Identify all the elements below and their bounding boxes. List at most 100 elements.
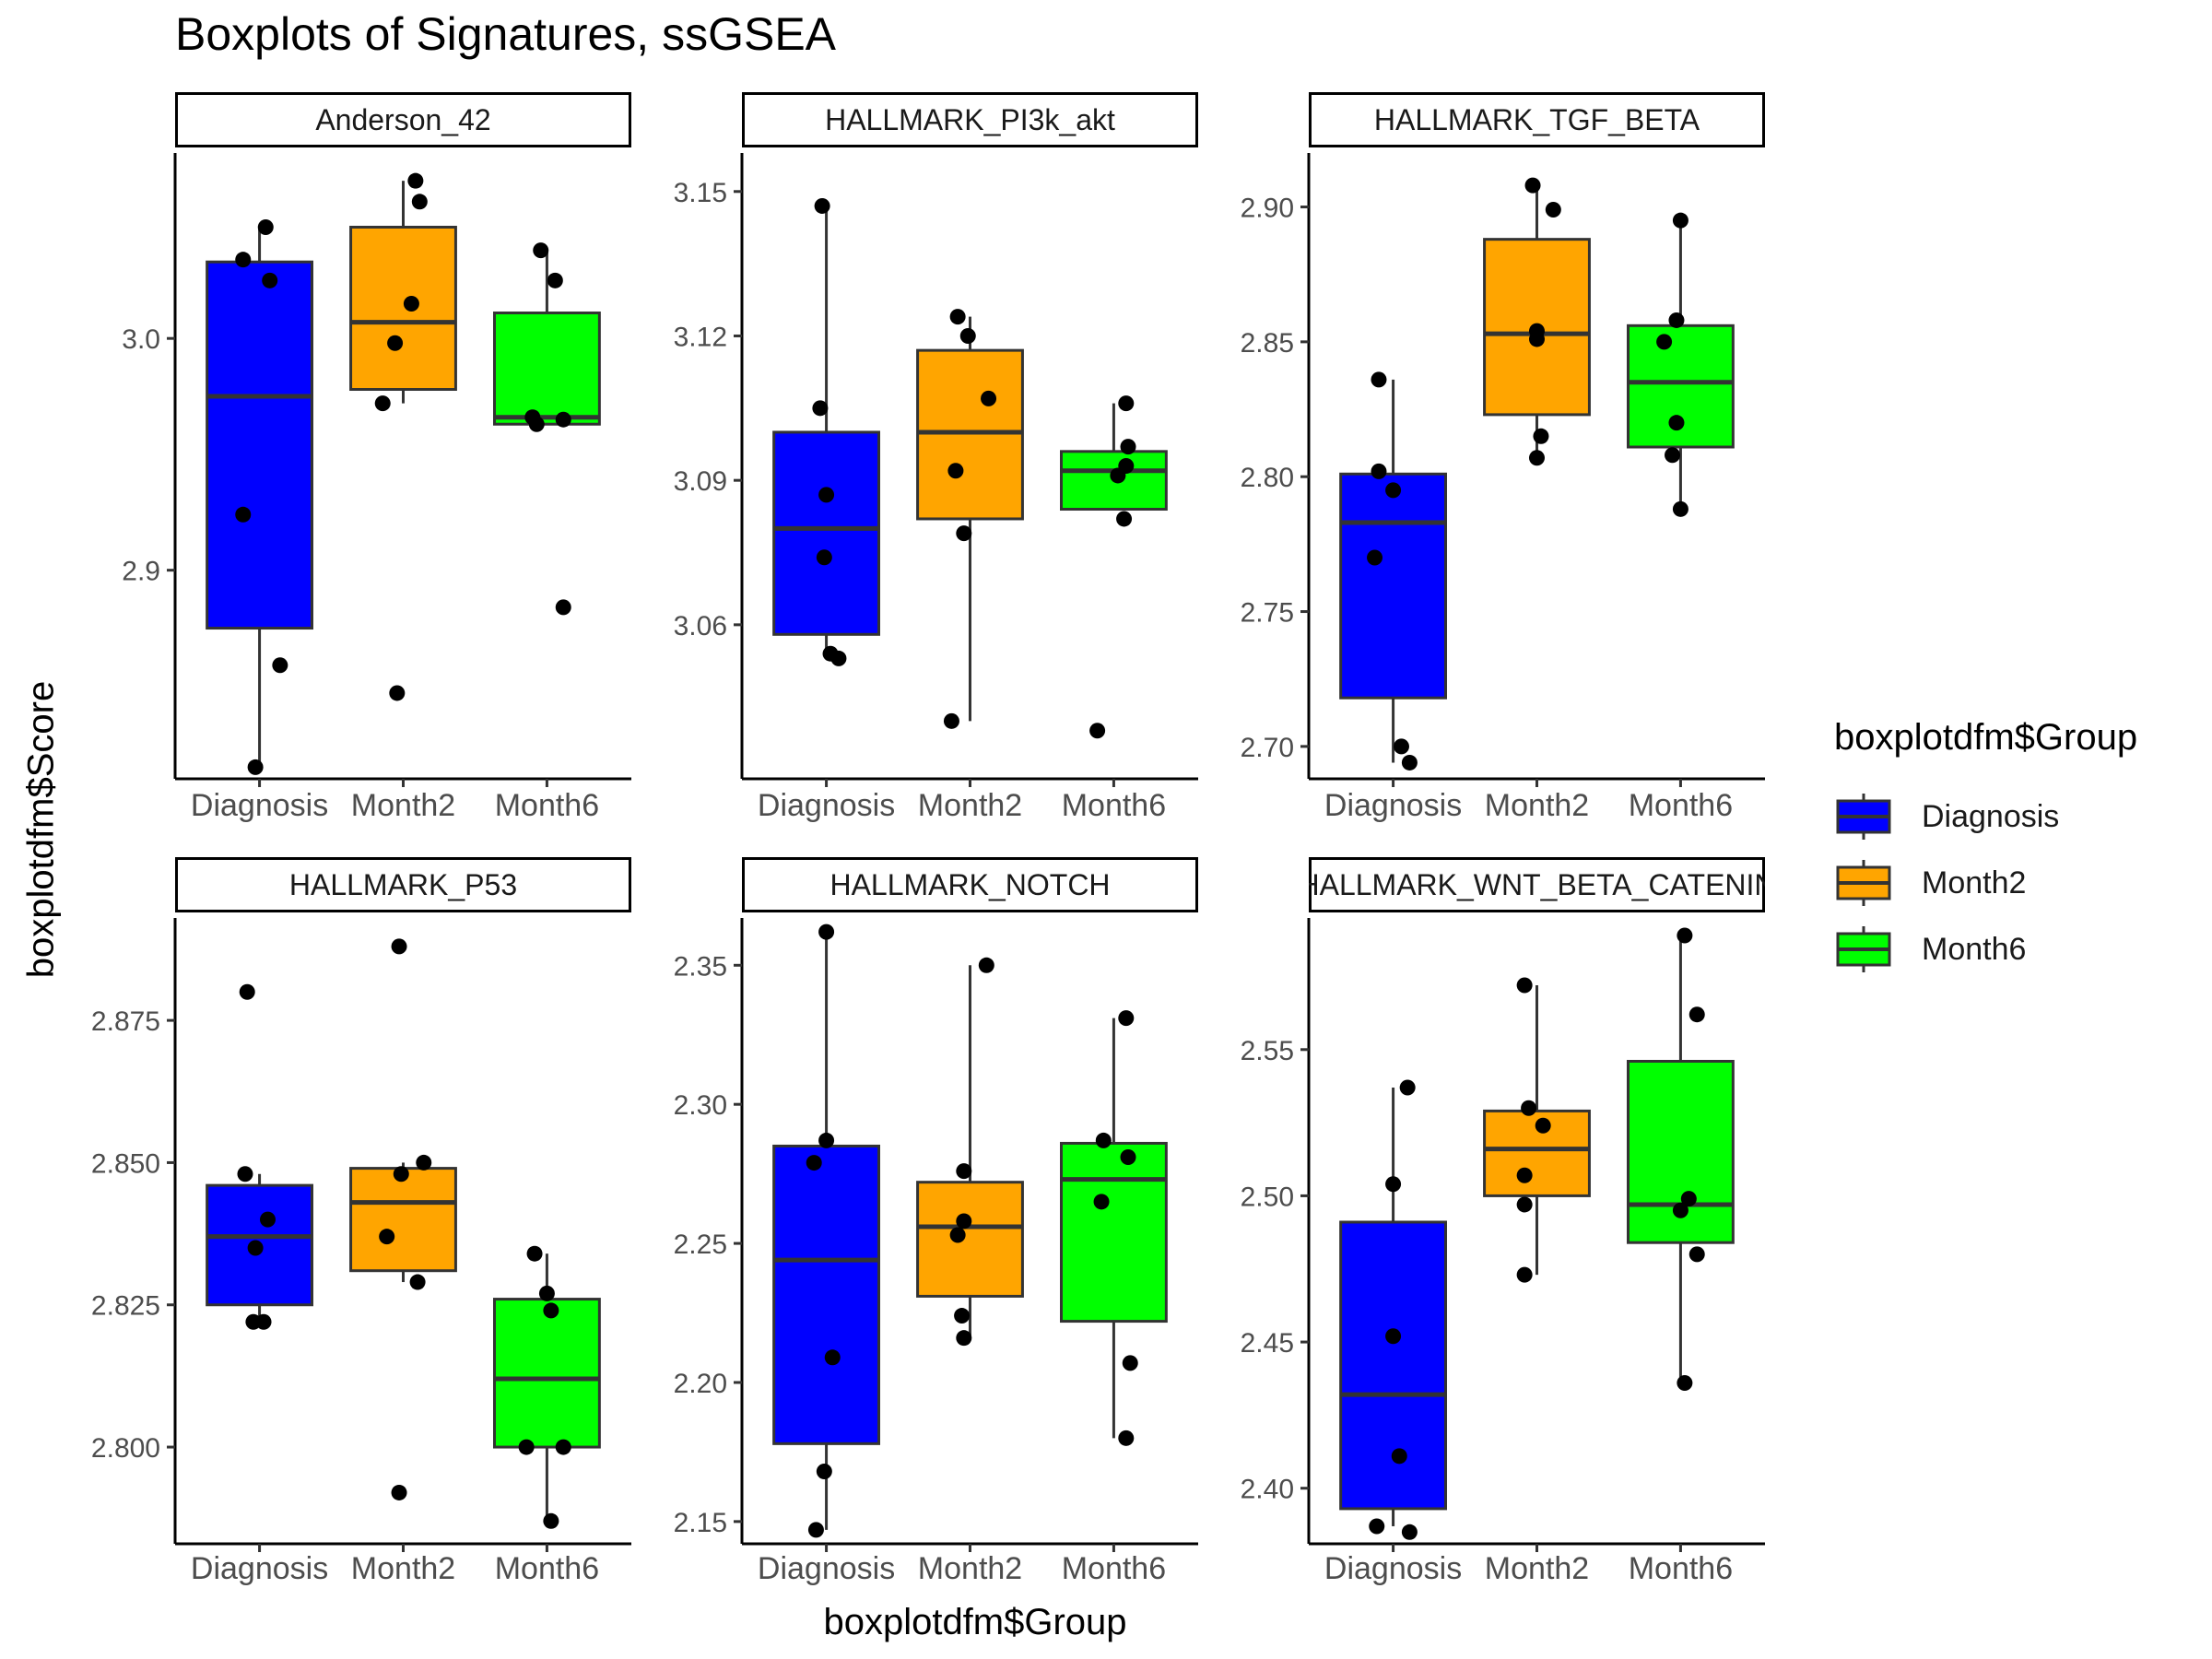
- data-point: [949, 1227, 966, 1243]
- data-point: [1118, 1010, 1135, 1027]
- y-tick-label: 2.30: [674, 1090, 727, 1121]
- y-tick-label: 2.70: [1241, 733, 1294, 763]
- data-point: [1677, 1374, 1693, 1391]
- data-point: [818, 487, 835, 503]
- box-month2: [916, 965, 1024, 1338]
- data-point: [259, 1211, 276, 1228]
- box-body: [772, 1144, 881, 1445]
- data-point: [1122, 1355, 1138, 1371]
- data-point: [411, 194, 428, 210]
- facet-strip: [742, 92, 1198, 147]
- data-point: [416, 1154, 432, 1171]
- box-body: [349, 225, 457, 392]
- facet-strip-label: HALLMARK_P53: [289, 868, 517, 901]
- facet-panel-hallmark-pi3k-akt: HALLMARK_PI3k_akt 3.06 3.09 3.12 3.15 Diagnos…: [674, 92, 1198, 823]
- box-month2: [916, 316, 1024, 722]
- data-point: [956, 525, 972, 542]
- y-tick-label: 3.12: [674, 322, 727, 352]
- data-point: [814, 197, 830, 214]
- box-diagnosis: [1339, 379, 1448, 763]
- data-point: [1391, 1448, 1407, 1465]
- data-point: [1516, 1196, 1533, 1213]
- data-point: [1110, 467, 1126, 484]
- data-point: [538, 1285, 555, 1301]
- box-body: [916, 1181, 1024, 1298]
- facet-strip: [1309, 857, 1765, 912]
- data-point: [943, 712, 959, 729]
- data-point: [947, 463, 964, 479]
- data-point: [1093, 1194, 1110, 1210]
- x-tick-label: Month6: [1062, 1551, 1166, 1586]
- y-tick-label: 2.35: [674, 951, 727, 982]
- data-point: [1668, 312, 1685, 328]
- facet-panel-hallmark-p53: HALLMARK_P53 2.800 2.825 2.850 2.875 Diagnosi…: [91, 857, 631, 1586]
- data-point: [1688, 1006, 1705, 1023]
- data-point: [235, 506, 252, 523]
- data-point: [255, 1313, 272, 1330]
- y-tick-label: 2.40: [1241, 1475, 1294, 1505]
- x-tick-label: Diagnosis: [758, 788, 895, 823]
- data-point: [1516, 977, 1533, 994]
- box-month2: [349, 1162, 457, 1283]
- data-point: [1385, 1176, 1402, 1193]
- data-point: [1116, 511, 1133, 527]
- data-point: [257, 218, 274, 235]
- y-tick-label: 2.80: [1241, 463, 1294, 493]
- data-point: [533, 242, 549, 259]
- data-point: [1521, 1100, 1537, 1116]
- data-point: [374, 395, 391, 412]
- facet-strip-label: HALLMARK_PI3k_akt: [825, 103, 1115, 136]
- data-point: [1516, 1266, 1533, 1283]
- data-point: [1656, 334, 1673, 350]
- data-point: [1095, 1132, 1112, 1148]
- chart-title: Boxplots of Signatures, ssGSEA: [175, 8, 837, 60]
- data-point: [807, 1522, 824, 1538]
- facet-strip: [175, 92, 631, 147]
- data-point: [393, 1166, 409, 1182]
- data-point: [1677, 927, 1693, 944]
- x-axis-title: boxplotdfm$Group: [823, 1602, 1127, 1642]
- y-tick-label: 2.55: [1241, 1036, 1294, 1066]
- data-point: [1524, 177, 1541, 194]
- legend: boxplotdfm$Group Diagnosis Month2: [1834, 717, 2137, 972]
- data-point: [526, 1245, 543, 1262]
- y-tick-label: 3.0: [122, 324, 160, 355]
- legend-label-diagnosis: Diagnosis: [1922, 799, 2060, 834]
- data-point: [956, 1163, 972, 1180]
- data-point: [379, 1229, 395, 1245]
- data-point: [389, 685, 406, 701]
- box-body: [1339, 472, 1448, 700]
- data-point: [981, 390, 997, 406]
- x-tick-label: Month6: [1062, 788, 1166, 823]
- data-point: [387, 335, 404, 351]
- data-point: [1399, 1079, 1416, 1096]
- y-tick-label: 2.9: [122, 557, 160, 587]
- x-tick-label: Month2: [918, 788, 1022, 823]
- data-point: [1680, 1191, 1697, 1207]
- data-point: [830, 650, 847, 666]
- y-tick-label: 2.25: [674, 1230, 727, 1260]
- x-tick-label: Month6: [1629, 1551, 1733, 1586]
- y-tick-label: 2.850: [91, 1148, 160, 1179]
- data-point: [1668, 415, 1685, 431]
- box-month6: [1060, 403, 1168, 512]
- x-tick-label: Diagnosis: [191, 1551, 328, 1586]
- data-point: [543, 1512, 559, 1529]
- data-point: [1401, 1524, 1418, 1540]
- data-point: [262, 272, 278, 288]
- y-tick-label: 3.06: [674, 611, 727, 641]
- data-point: [1371, 463, 1387, 479]
- facet-strip-label: HALLMARK_NOTCH: [830, 868, 1110, 901]
- data-point: [959, 327, 976, 344]
- facet-panel-hallmark-wnt-beta-catenin: HALLMARK_WNT_BETA_CATENIN 2.40 2.45 2.50 2.5…: [1241, 857, 1765, 1586]
- box-body: [916, 348, 1024, 521]
- x-tick-label: Diagnosis: [1324, 1551, 1462, 1586]
- data-point: [403, 295, 419, 312]
- box-body: [772, 430, 881, 636]
- box-month6: [1627, 220, 1735, 510]
- data-point: [812, 400, 829, 417]
- data-point: [237, 1166, 253, 1182]
- data-point: [1385, 482, 1402, 499]
